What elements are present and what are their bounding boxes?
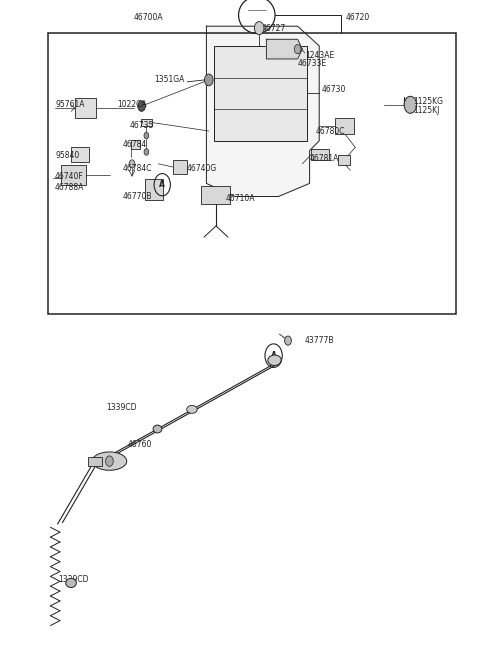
Text: 46784: 46784 <box>123 140 147 149</box>
Text: 46784C: 46784C <box>123 164 152 173</box>
Circle shape <box>204 74 213 86</box>
Text: 43777B: 43777B <box>305 336 334 345</box>
Text: 95761A: 95761A <box>55 100 84 109</box>
Circle shape <box>129 160 135 168</box>
Circle shape <box>138 101 145 111</box>
Text: 46720: 46720 <box>346 12 370 22</box>
Text: 1351GA: 1351GA <box>155 75 185 84</box>
Text: 46760: 46760 <box>127 440 152 449</box>
FancyBboxPatch shape <box>214 46 307 141</box>
Circle shape <box>144 149 149 155</box>
Ellipse shape <box>187 405 197 413</box>
Text: 1125KG: 1125KG <box>413 97 443 106</box>
Text: 1022CA: 1022CA <box>118 100 147 109</box>
Text: 46727: 46727 <box>262 24 286 33</box>
Text: 46781A: 46781A <box>310 154 339 163</box>
Text: 46733E: 46733E <box>298 59 327 68</box>
Text: A: A <box>159 180 165 189</box>
FancyBboxPatch shape <box>201 186 230 204</box>
Ellipse shape <box>66 578 76 588</box>
Text: 1125KJ: 1125KJ <box>413 106 439 115</box>
Text: A: A <box>271 351 276 360</box>
Text: 46740G: 46740G <box>186 164 216 173</box>
Text: 46700A: 46700A <box>133 12 163 22</box>
Text: 46735: 46735 <box>130 121 154 130</box>
FancyBboxPatch shape <box>311 149 329 160</box>
Bar <box>48 33 456 314</box>
FancyBboxPatch shape <box>88 457 102 466</box>
Circle shape <box>106 456 113 466</box>
Circle shape <box>404 96 417 113</box>
FancyBboxPatch shape <box>173 160 187 174</box>
Text: 46788A: 46788A <box>54 183 84 192</box>
Ellipse shape <box>153 425 162 433</box>
FancyBboxPatch shape <box>335 118 354 134</box>
Text: 1243AE: 1243AE <box>305 50 334 60</box>
Text: 46780C: 46780C <box>316 126 345 136</box>
Circle shape <box>254 22 264 35</box>
Text: 46740F: 46740F <box>54 172 83 181</box>
FancyBboxPatch shape <box>338 155 350 165</box>
Circle shape <box>285 336 291 345</box>
Text: 46730: 46730 <box>322 85 346 94</box>
Text: 46770B: 46770B <box>122 192 152 201</box>
FancyBboxPatch shape <box>71 147 89 162</box>
Circle shape <box>144 132 149 139</box>
Ellipse shape <box>92 452 127 470</box>
Text: 1339CD: 1339CD <box>58 575 89 584</box>
Circle shape <box>294 45 301 54</box>
FancyBboxPatch shape <box>145 179 163 200</box>
FancyBboxPatch shape <box>131 140 140 149</box>
Text: 1339CD: 1339CD <box>106 403 137 412</box>
Polygon shape <box>206 26 319 196</box>
FancyBboxPatch shape <box>141 119 152 126</box>
Text: 46710A: 46710A <box>226 194 255 203</box>
Ellipse shape <box>268 355 281 365</box>
Polygon shape <box>266 39 302 59</box>
FancyBboxPatch shape <box>61 165 86 185</box>
FancyBboxPatch shape <box>75 98 96 118</box>
Text: 95840: 95840 <box>55 151 80 160</box>
